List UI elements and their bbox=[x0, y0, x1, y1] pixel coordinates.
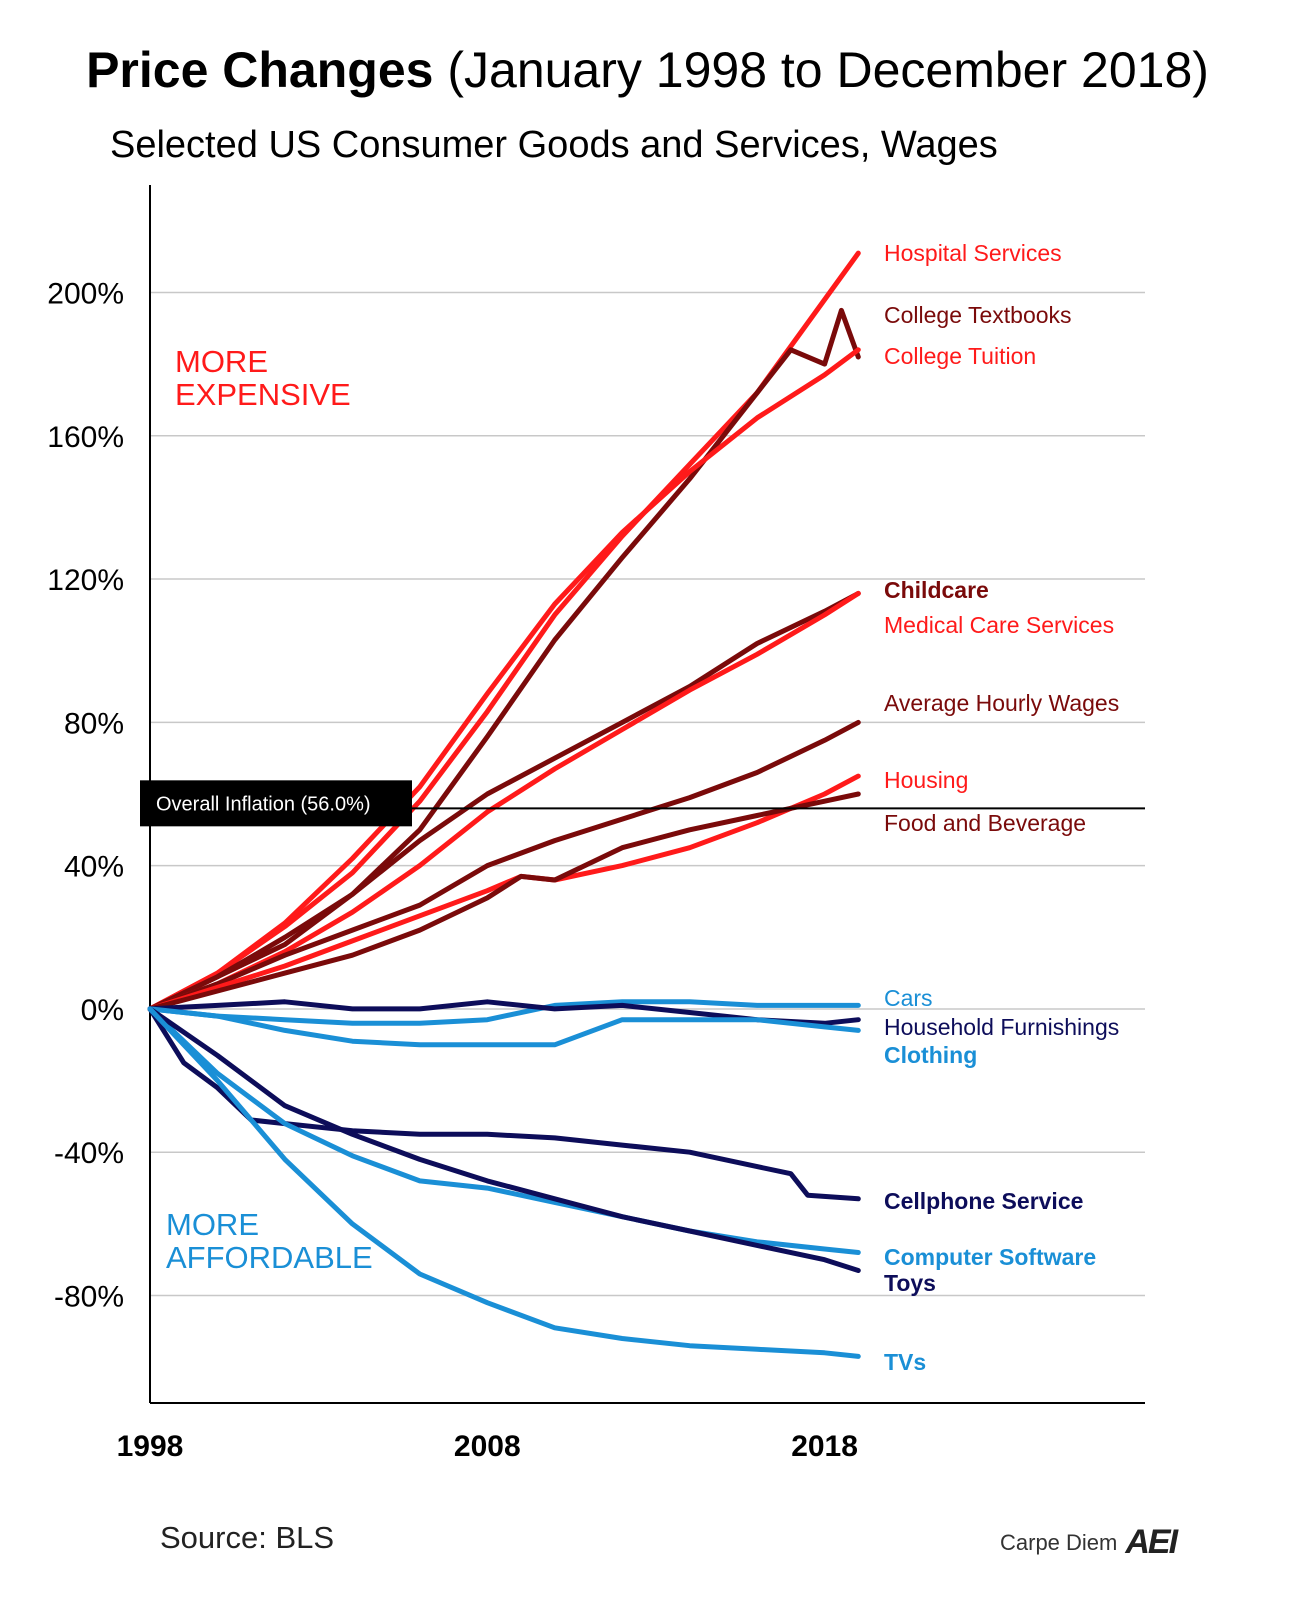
source-note: Source: BLS bbox=[160, 1520, 335, 1555]
series-label: Food and Beverage bbox=[884, 810, 1086, 836]
region-label-more-expensive: MORE bbox=[175, 344, 268, 379]
y-tick-label: 120% bbox=[47, 564, 124, 597]
chart-subtitle: Selected US Consumer Goods and Services,… bbox=[110, 124, 998, 166]
y-tick-label: 40% bbox=[64, 851, 124, 884]
series-label: Cars bbox=[884, 985, 933, 1011]
y-tick-label: 80% bbox=[64, 707, 124, 740]
y-tick-label: -40% bbox=[54, 1137, 124, 1170]
series-line bbox=[147, 590, 861, 1012]
y-tick-label: -80% bbox=[54, 1281, 124, 1314]
series-label: Household Furnishings bbox=[884, 1014, 1119, 1040]
inflation-label-box bbox=[140, 780, 412, 827]
series-line bbox=[147, 999, 861, 1026]
series-label: Average Hourly Wages bbox=[884, 690, 1119, 716]
series-label: Cellphone Service bbox=[884, 1188, 1083, 1214]
chart-title: Price Changes (January 1998 to December … bbox=[0, 40, 1295, 100]
y-tick-label: 200% bbox=[47, 277, 124, 310]
series-line bbox=[147, 1006, 861, 1359]
y-tick-label: 160% bbox=[47, 421, 124, 454]
x-tick-label: 2018 bbox=[791, 1430, 858, 1463]
x-tick-label: 1998 bbox=[117, 1430, 184, 1463]
title-bold: Price Changes bbox=[86, 42, 434, 98]
series-line bbox=[147, 590, 861, 1012]
brand-text: Carpe Diem bbox=[1000, 1529, 1118, 1555]
series-line bbox=[147, 1006, 861, 1202]
x-tick-label: 2008 bbox=[454, 1430, 521, 1463]
series-line bbox=[147, 347, 861, 1012]
series-label: Computer Software bbox=[884, 1244, 1096, 1270]
series-label: Housing bbox=[884, 767, 968, 793]
series-line bbox=[147, 1006, 861, 1255]
series-label: College Tuition bbox=[884, 343, 1036, 369]
series-label: Medical Care Services bbox=[884, 612, 1114, 638]
series-line bbox=[147, 791, 861, 1012]
region-label-more-expensive: EXPENSIVE bbox=[175, 377, 351, 412]
series-label: Clothing bbox=[884, 1042, 977, 1068]
title-rest: (January 1998 to December 2018) bbox=[447, 42, 1209, 98]
series-label: Toys bbox=[884, 1270, 936, 1296]
brand-footer: Carpe Diem AEI bbox=[1000, 1523, 1178, 1562]
series-label: TVs bbox=[884, 1349, 926, 1375]
y-tick-label: 0% bbox=[81, 994, 124, 1027]
series-line bbox=[147, 1006, 861, 1048]
inflation-label: Overall Inflation (56.0%) bbox=[156, 793, 371, 815]
series-line bbox=[147, 719, 861, 1012]
region-label-more-affordable: MORE bbox=[166, 1207, 259, 1242]
series-line bbox=[147, 1006, 861, 1273]
series-label: Childcare bbox=[884, 577, 989, 603]
series-label: Hospital Services bbox=[884, 240, 1062, 266]
aei-logo: AEI bbox=[1125, 1523, 1178, 1561]
region-label-more-affordable: AFFORDABLE bbox=[166, 1240, 373, 1275]
series-line bbox=[147, 307, 861, 1012]
series-label: College Textbooks bbox=[884, 302, 1072, 328]
